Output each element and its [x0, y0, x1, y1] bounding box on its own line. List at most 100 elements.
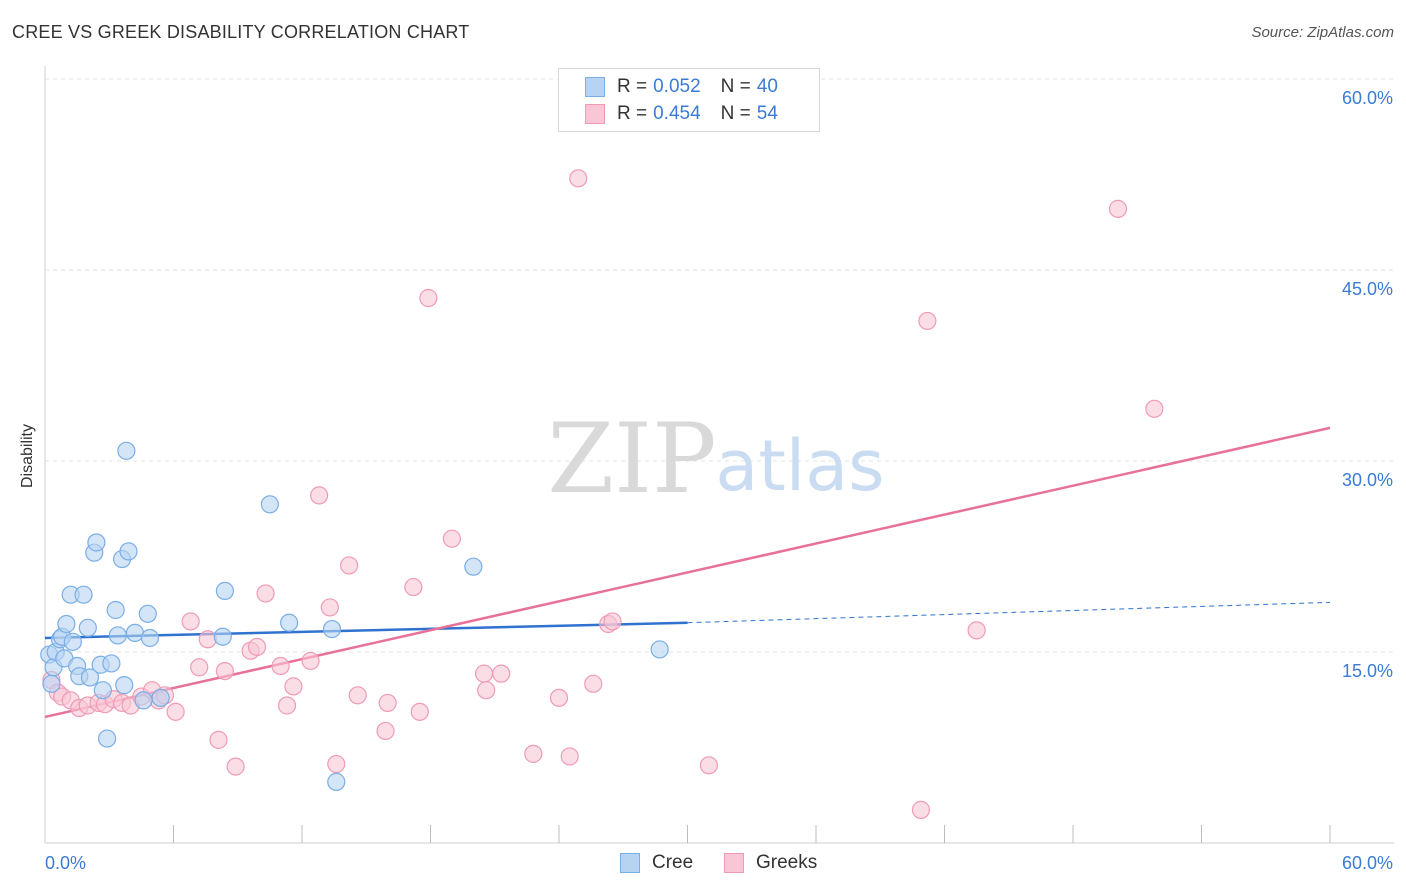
- greek-point: [166, 702, 185, 721]
- legend-n-value: 54: [756, 103, 778, 124]
- greek-point: [699, 756, 719, 775]
- y-tick-label: 15.0%: [1342, 661, 1393, 681]
- greek-point: [442, 529, 462, 548]
- cree-point: [464, 557, 483, 576]
- y-tick-label: 45.0%: [1342, 279, 1393, 299]
- y-axis-label: Disability: [19, 423, 36, 489]
- cree-point: [98, 729, 117, 748]
- cree-point: [138, 604, 157, 623]
- bottom-legend-greeks: Greeks: [724, 852, 817, 874]
- greek-point: [301, 651, 320, 671]
- greek-point: [569, 169, 588, 188]
- cree-point: [106, 600, 125, 620]
- cree-point: [63, 632, 82, 651]
- greek-point: [181, 612, 200, 631]
- greek-point: [410, 702, 429, 721]
- cree-point: [280, 613, 299, 632]
- chart-title: CREE VS GREEK DISABILITY CORRELATION CHA…: [12, 22, 470, 42]
- greek-point: [277, 696, 297, 715]
- correlation-legend: R = 0.052 N = 40 R = 0.454 N = 54: [558, 68, 820, 132]
- cree-point: [213, 627, 232, 646]
- legend-row-greeks: R = 0.454 N = 54: [585, 102, 778, 126]
- watermark-atlas: atlas: [715, 425, 884, 507]
- greek-point: [271, 656, 290, 676]
- cree-point: [151, 688, 170, 707]
- legend-r-value: 0.454: [653, 103, 701, 124]
- y-tick-label: 30.0%: [1342, 470, 1393, 490]
- cree-point: [102, 654, 121, 673]
- x-tick-label: 60.0%: [1342, 853, 1393, 873]
- cree-point: [140, 628, 160, 648]
- greek-point: [256, 584, 275, 603]
- cree-point: [80, 668, 100, 687]
- greek-point: [560, 747, 579, 766]
- greek-point: [226, 757, 245, 776]
- greek-point: [1145, 399, 1164, 418]
- legend-n-label: N =: [720, 103, 751, 124]
- greek-point: [1108, 199, 1128, 218]
- greek-point: [967, 621, 986, 640]
- greek-point: [320, 598, 339, 617]
- legend-r-label: R =: [617, 103, 648, 124]
- greek-point: [477, 681, 496, 700]
- cree-points: [40, 441, 669, 791]
- greek-point: [524, 744, 543, 763]
- legend-swatch-cree: [585, 77, 605, 97]
- greek-point: [404, 577, 423, 597]
- greek-point: [348, 686, 367, 705]
- greek-point: [198, 630, 217, 649]
- cree-point: [115, 676, 134, 695]
- greek-point: [911, 800, 931, 819]
- cree-point: [117, 441, 136, 460]
- cree-point: [119, 542, 138, 561]
- bottom-legend-label-cree: Cree: [652, 852, 694, 873]
- legend-n-value: 40: [756, 76, 778, 97]
- bottom-legend-swatch-greeks: [724, 853, 744, 873]
- greek-point: [603, 612, 622, 631]
- cree-trend-line-projection: [687, 601, 1331, 624]
- cree-point: [134, 691, 153, 710]
- legend-r-value: 0.052: [653, 76, 701, 97]
- greek-trend-line: [44, 426, 1331, 719]
- watermark-zip: ZIP: [547, 403, 716, 515]
- cree-point: [215, 581, 234, 600]
- legend-r-label: R =: [617, 76, 648, 97]
- cree-point: [650, 640, 669, 659]
- greek-point: [215, 661, 234, 681]
- cree-point: [327, 772, 346, 791]
- axes: [44, 66, 1394, 844]
- cree-point: [87, 533, 106, 552]
- greek-point: [378, 693, 397, 713]
- greek-point: [340, 556, 359, 575]
- legend-n-label: N =: [720, 76, 751, 97]
- greek-point: [492, 664, 511, 683]
- cree-point: [42, 674, 61, 693]
- cree-point: [78, 618, 97, 637]
- greek-point: [190, 658, 209, 677]
- bottom-legend-swatch-cree: [620, 853, 640, 873]
- tick-labels: 15.0% 30.0% 45.0% 60.0% 0.0% 60.0%: [45, 88, 1393, 873]
- cree-point: [322, 619, 342, 639]
- x-tick-label: 0.0%: [45, 853, 86, 873]
- source-label: Source: ZipAtlas.com: [1251, 24, 1394, 41]
- cree-point: [57, 614, 76, 634]
- cree-point: [108, 626, 127, 645]
- bottom-legend-cree: Cree: [620, 852, 693, 874]
- cree-point: [260, 495, 279, 514]
- legend-row-cree: R = 0.052 N = 40: [585, 75, 778, 99]
- greek-point: [376, 721, 395, 741]
- greek-point: [918, 311, 937, 331]
- greek-point: [549, 688, 569, 707]
- greek-point: [419, 288, 438, 308]
- greek-point: [247, 637, 267, 657]
- greek-point: [284, 677, 303, 696]
- cree-point: [74, 585, 93, 604]
- bottom-legend-label-greeks: Greeks: [756, 852, 818, 873]
- greek-point: [474, 664, 494, 683]
- y-tick-label: 60.0%: [1342, 88, 1393, 108]
- greek-point: [209, 730, 228, 749]
- greek-point: [584, 674, 603, 693]
- cree-point: [93, 681, 112, 700]
- legend-swatch-greeks: [585, 104, 605, 124]
